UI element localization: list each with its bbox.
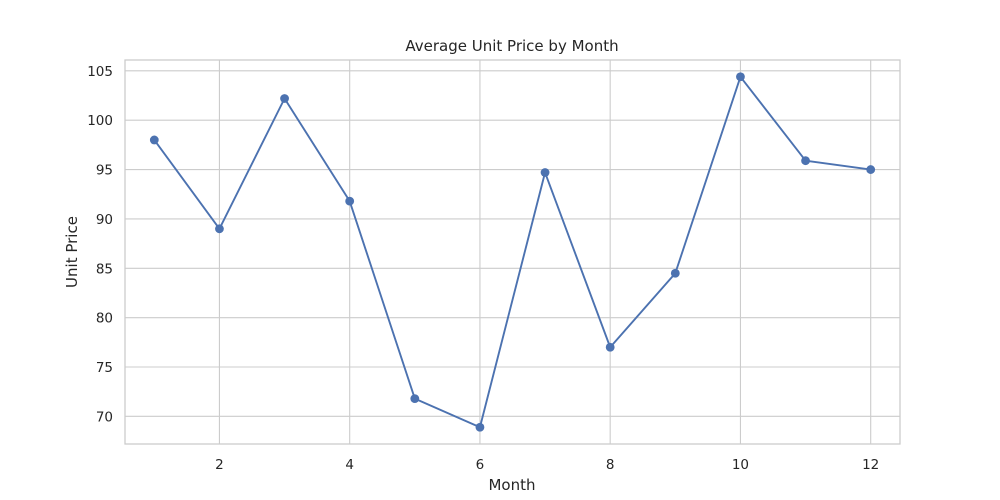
y-tick-label: 105 <box>87 64 113 80</box>
y-tick-label: 85 <box>96 261 113 277</box>
data-point <box>280 94 289 103</box>
chart-title: Average Unit Price by Month <box>405 37 618 55</box>
x-tick-label: 4 <box>345 457 354 473</box>
x-tick-label: 10 <box>732 457 749 473</box>
data-point <box>605 342 615 352</box>
data-point <box>215 224 224 234</box>
y-tick-label: 100 <box>87 113 113 129</box>
y-tick-label: 80 <box>96 311 113 327</box>
data-point <box>736 72 745 82</box>
data-point <box>540 168 550 177</box>
tick-layer: 2 4 6 8 10 12 70 75 80 85 90 95 100 105 <box>87 64 879 473</box>
y-tick-label: 90 <box>96 212 113 228</box>
grid <box>125 60 900 444</box>
series-layer <box>149 72 876 432</box>
y-tick-label: 75 <box>96 360 113 376</box>
data-point <box>410 394 420 403</box>
x-tick-label: 8 <box>606 457 615 473</box>
x-tick-label: 2 <box>215 457 224 473</box>
y-tick-label: 70 <box>96 409 113 425</box>
data-point <box>670 268 680 278</box>
data-point <box>149 135 159 145</box>
data-point <box>866 165 876 174</box>
x-tick-label: 6 <box>476 457 485 473</box>
x-tick-label: 12 <box>862 457 879 473</box>
y-tick-label: 95 <box>96 163 113 179</box>
series-line <box>153 75 871 429</box>
plot-frame <box>124 59 901 445</box>
data-point <box>475 422 485 432</box>
y-axis-label: Unit Price <box>63 216 81 288</box>
data-point <box>801 156 810 166</box>
data-point <box>345 196 355 206</box>
x-axis-label: Month <box>488 476 535 494</box>
